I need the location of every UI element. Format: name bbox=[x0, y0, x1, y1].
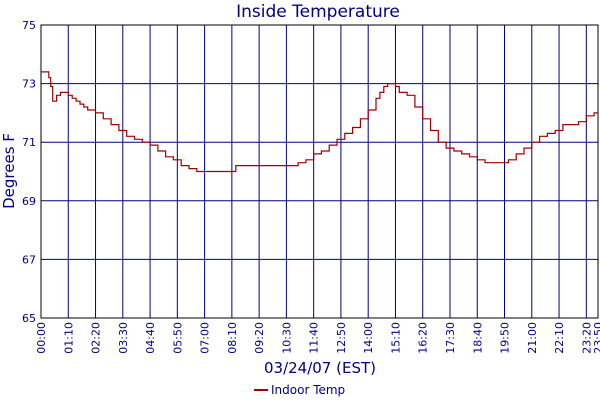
x-axis-label: 03/24/07 (EST) bbox=[264, 359, 376, 377]
x-tick-label: 17:30 bbox=[444, 322, 457, 354]
x-tick-label: 21:00 bbox=[526, 322, 539, 354]
x-tick-label: 12:50 bbox=[335, 322, 348, 354]
x-tick-label: 05:50 bbox=[171, 322, 184, 354]
y-axis-label: Degrees F bbox=[0, 133, 18, 209]
x-tick-label: 11:40 bbox=[308, 322, 321, 354]
x-tick-label: 18:40 bbox=[471, 322, 484, 354]
x-tick-label: 08:10 bbox=[226, 322, 239, 354]
x-tick-label: 03:30 bbox=[117, 322, 130, 354]
x-tick-label: 15:10 bbox=[390, 322, 403, 354]
y-tick-labels: 65 67 69 71 73 75 bbox=[22, 19, 36, 325]
series-line-indoor-temp bbox=[41, 71, 598, 173]
x-tick-label: 23:20 bbox=[580, 322, 593, 354]
x-tick-label: 01:10 bbox=[62, 322, 75, 354]
y-tick-label: 69 bbox=[22, 195, 36, 208]
x-tick-label: 07:00 bbox=[199, 322, 212, 354]
x-tick-label: 14:00 bbox=[362, 322, 375, 354]
x-tick-label: 10:30 bbox=[280, 322, 293, 354]
x-tick-label: 09:20 bbox=[253, 322, 266, 354]
series-layer bbox=[41, 71, 598, 173]
plot-frame bbox=[40, 24, 599, 319]
chart-title: Inside Temperature bbox=[236, 2, 400, 22]
x-tick-label: 19:50 bbox=[499, 322, 512, 354]
y-tick-label: 73 bbox=[22, 78, 36, 91]
x-tick-label: 04:40 bbox=[144, 322, 157, 354]
y-tick-label: 65 bbox=[22, 312, 36, 325]
x-tick-label: 02:20 bbox=[90, 322, 103, 354]
x-tick-label: 16:20 bbox=[417, 322, 430, 354]
y-tick-label: 75 bbox=[22, 19, 36, 32]
legend-label: Indoor Temp bbox=[271, 383, 345, 397]
x-tick-labels: 00:00 01:10 02:20 03:30 04:40 05:50 07:00 08:10… bbox=[35, 322, 600, 354]
legend: Indoor Temp bbox=[254, 383, 345, 397]
x-tick-label: 22:10 bbox=[553, 322, 566, 354]
y-tick-label: 67 bbox=[22, 253, 36, 266]
plot-area-border bbox=[40, 24, 599, 319]
y-tick-label: 71 bbox=[22, 136, 36, 149]
x-tick-label: 00:00 bbox=[35, 322, 48, 354]
x-tick-label: 23:50 bbox=[592, 322, 600, 354]
